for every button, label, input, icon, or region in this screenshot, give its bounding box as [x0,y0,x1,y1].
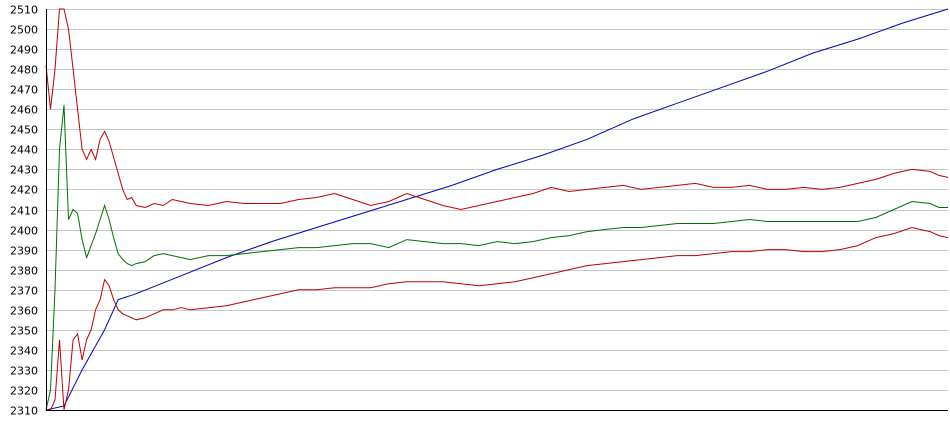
y-tick-label: 2340 [10,345,38,358]
y-tick-label: 2450 [10,124,38,137]
y-tick-label: 2510 [10,4,38,17]
y-tick-label: 2380 [10,265,38,278]
y-tick-labels: 2310 2320 2330 2340 2350 2360 2370 2380 2390 2400… [10,4,38,418]
y-tick-label: 2430 [10,164,38,177]
series-group [45,8,949,411]
y-tick-label: 2400 [10,225,38,238]
series-line-2 [45,8,949,211]
y-tick-label: 2320 [10,385,38,398]
series-line-4 [46,226,949,411]
series-line-3 [45,105,948,411]
y-tick-label: 2470 [10,84,38,97]
y-tick-label: 2480 [10,64,38,77]
y-tick-label: 2500 [10,24,38,37]
y-tick-label: 2310 [10,405,38,418]
y-tick-label: 2410 [10,205,38,218]
y-tick-label: 2350 [10,325,38,338]
y-tick-label: 2370 [10,285,38,298]
y-tick-label: 2440 [10,144,38,157]
y-tick-label: 2460 [10,104,38,117]
axes [46,9,948,411]
y-tick-label: 2330 [10,365,38,378]
y-tick-label: 2390 [10,245,38,258]
y-tick-label: 2420 [10,184,38,197]
y-tick-label: 2490 [10,44,38,57]
y-tick-label: 2360 [10,305,38,318]
gridlines [46,9,948,391]
